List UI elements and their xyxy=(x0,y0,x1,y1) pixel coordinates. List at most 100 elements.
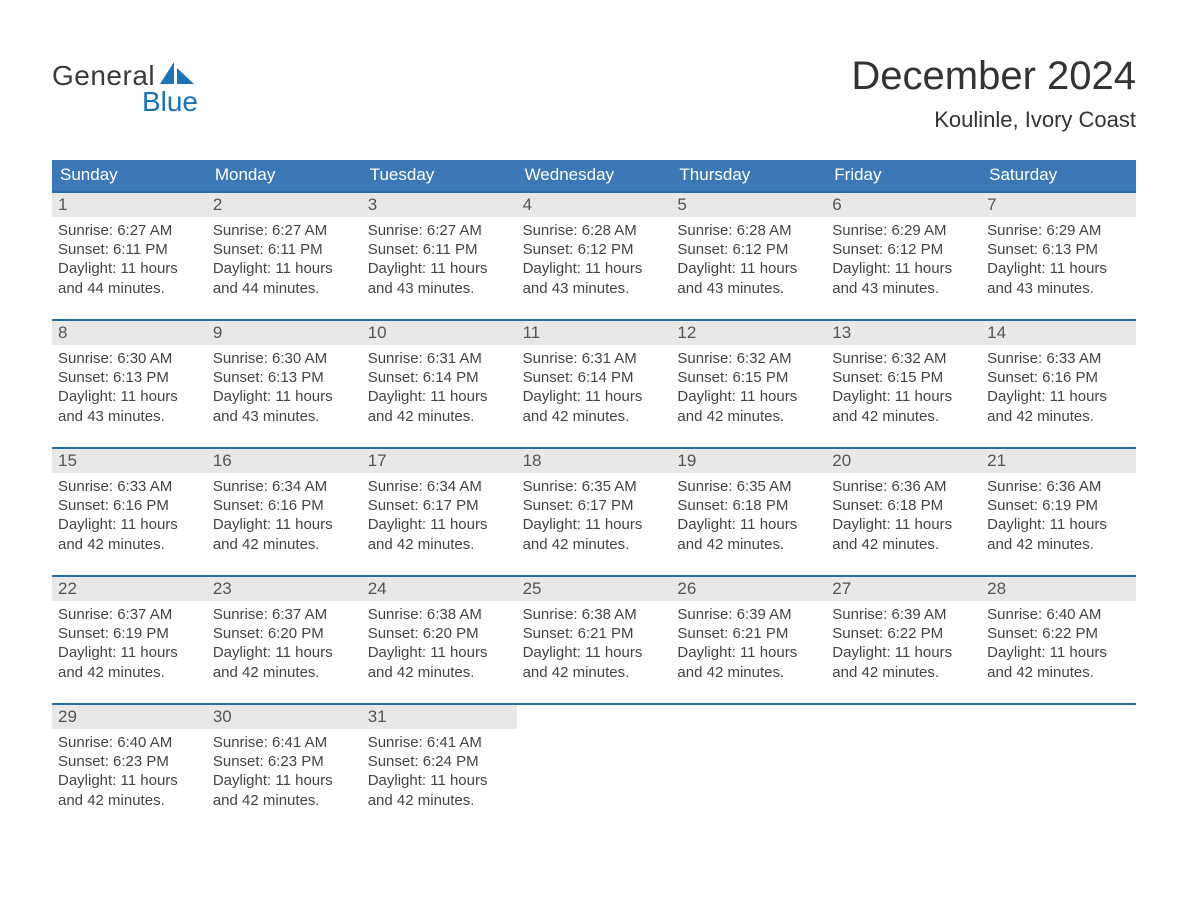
calendar-day: 19Sunrise: 6:35 AMSunset: 6:18 PMDayligh… xyxy=(671,449,826,575)
sunset-line: Sunset: 6:16 PM xyxy=(213,496,356,515)
day-number: 5 xyxy=(671,193,826,217)
day-number: 11 xyxy=(517,321,672,345)
calendar-day: 18Sunrise: 6:35 AMSunset: 6:17 PMDayligh… xyxy=(517,449,672,575)
sunset-line: Sunset: 6:15 PM xyxy=(677,368,820,387)
calendar-day: 20Sunrise: 6:36 AMSunset: 6:18 PMDayligh… xyxy=(826,449,981,575)
day-body: Sunrise: 6:33 AMSunset: 6:16 PMDaylight:… xyxy=(52,473,207,554)
calendar-day: 3Sunrise: 6:27 AMSunset: 6:11 PMDaylight… xyxy=(362,193,517,319)
sunrise-line: Sunrise: 6:27 AM xyxy=(213,221,356,240)
sunrise-line: Sunrise: 6:30 AM xyxy=(58,349,201,368)
sunset-line: Sunset: 6:15 PM xyxy=(832,368,975,387)
daylight-line: Daylight: 11 hours and 42 minutes. xyxy=(213,771,356,809)
daylight-line: Daylight: 11 hours and 43 minutes. xyxy=(832,259,975,297)
sunset-line: Sunset: 6:20 PM xyxy=(368,624,511,643)
calendar-day: 31Sunrise: 6:41 AMSunset: 6:24 PMDayligh… xyxy=(362,705,517,831)
calendar-grid: SundayMondayTuesdayWednesdayThursdayFrid… xyxy=(52,160,1136,831)
day-body: Sunrise: 6:39 AMSunset: 6:22 PMDaylight:… xyxy=(826,601,981,682)
sunrise-line: Sunrise: 6:34 AM xyxy=(368,477,511,496)
daylight-line: Daylight: 11 hours and 42 minutes. xyxy=(523,387,666,425)
day-number: 27 xyxy=(826,577,981,601)
day-body: Sunrise: 6:29 AMSunset: 6:12 PMDaylight:… xyxy=(826,217,981,298)
sunrise-line: Sunrise: 6:36 AM xyxy=(987,477,1130,496)
calendar-day: 6Sunrise: 6:29 AMSunset: 6:12 PMDaylight… xyxy=(826,193,981,319)
calendar-day: 5Sunrise: 6:28 AMSunset: 6:12 PMDaylight… xyxy=(671,193,826,319)
daylight-line: Daylight: 11 hours and 42 minutes. xyxy=(832,387,975,425)
daylight-line: Daylight: 11 hours and 42 minutes. xyxy=(368,771,511,809)
sunset-line: Sunset: 6:14 PM xyxy=(368,368,511,387)
calendar-day: 12Sunrise: 6:32 AMSunset: 6:15 PMDayligh… xyxy=(671,321,826,447)
calendar-day: 22Sunrise: 6:37 AMSunset: 6:19 PMDayligh… xyxy=(52,577,207,703)
day-body: Sunrise: 6:30 AMSunset: 6:13 PMDaylight:… xyxy=(52,345,207,426)
sunrise-line: Sunrise: 6:29 AM xyxy=(832,221,975,240)
day-body: Sunrise: 6:33 AMSunset: 6:16 PMDaylight:… xyxy=(981,345,1136,426)
day-number: 19 xyxy=(671,449,826,473)
brand-logo: General Blue xyxy=(52,60,232,118)
day-number: 25 xyxy=(517,577,672,601)
sunrise-line: Sunrise: 6:34 AM xyxy=(213,477,356,496)
day-of-week-header: SundayMondayTuesdayWednesdayThursdayFrid… xyxy=(52,160,1136,191)
day-body: Sunrise: 6:41 AMSunset: 6:23 PMDaylight:… xyxy=(207,729,362,810)
sunset-line: Sunset: 6:19 PM xyxy=(987,496,1130,515)
day-body: Sunrise: 6:40 AMSunset: 6:22 PMDaylight:… xyxy=(981,601,1136,682)
daylight-line: Daylight: 11 hours and 42 minutes. xyxy=(832,643,975,681)
calendar-day: 30Sunrise: 6:41 AMSunset: 6:23 PMDayligh… xyxy=(207,705,362,831)
calendar-day: 23Sunrise: 6:37 AMSunset: 6:20 PMDayligh… xyxy=(207,577,362,703)
day-number: 29 xyxy=(52,705,207,729)
daylight-line: Daylight: 11 hours and 42 minutes. xyxy=(368,643,511,681)
sunrise-line: Sunrise: 6:39 AM xyxy=(677,605,820,624)
sunrise-line: Sunrise: 6:28 AM xyxy=(677,221,820,240)
sunset-line: Sunset: 6:20 PM xyxy=(213,624,356,643)
sunset-line: Sunset: 6:16 PM xyxy=(987,368,1130,387)
day-number: 9 xyxy=(207,321,362,345)
day-number: 15 xyxy=(52,449,207,473)
day-number: 8 xyxy=(52,321,207,345)
sunrise-line: Sunrise: 6:35 AM xyxy=(523,477,666,496)
sunset-line: Sunset: 6:22 PM xyxy=(832,624,975,643)
calendar-week: 1Sunrise: 6:27 AMSunset: 6:11 PMDaylight… xyxy=(52,191,1136,319)
calendar-day: 28Sunrise: 6:40 AMSunset: 6:22 PMDayligh… xyxy=(981,577,1136,703)
day-number: 31 xyxy=(362,705,517,729)
day-body: Sunrise: 6:38 AMSunset: 6:20 PMDaylight:… xyxy=(362,601,517,682)
sunset-line: Sunset: 6:18 PM xyxy=(677,496,820,515)
sunrise-line: Sunrise: 6:32 AM xyxy=(832,349,975,368)
daylight-line: Daylight: 11 hours and 42 minutes. xyxy=(987,387,1130,425)
day-body: Sunrise: 6:31 AMSunset: 6:14 PMDaylight:… xyxy=(362,345,517,426)
daylight-line: Daylight: 11 hours and 43 minutes. xyxy=(213,387,356,425)
sunset-line: Sunset: 6:12 PM xyxy=(677,240,820,259)
daylight-line: Daylight: 11 hours and 43 minutes. xyxy=(368,259,511,297)
sunrise-line: Sunrise: 6:32 AM xyxy=(677,349,820,368)
day-number: 7 xyxy=(981,193,1136,217)
sunrise-line: Sunrise: 6:40 AM xyxy=(987,605,1130,624)
dow-cell: Sunday xyxy=(52,160,207,191)
daylight-line: Daylight: 11 hours and 42 minutes. xyxy=(368,387,511,425)
sunset-line: Sunset: 6:11 PM xyxy=(58,240,201,259)
sunrise-line: Sunrise: 6:39 AM xyxy=(832,605,975,624)
daylight-line: Daylight: 11 hours and 42 minutes. xyxy=(987,515,1130,553)
page: General Blue December 2024 Koulinle, Ivo… xyxy=(0,0,1188,918)
sunrise-line: Sunrise: 6:41 AM xyxy=(213,733,356,752)
calendar-day: 16Sunrise: 6:34 AMSunset: 6:16 PMDayligh… xyxy=(207,449,362,575)
day-number: 20 xyxy=(826,449,981,473)
day-number: 10 xyxy=(362,321,517,345)
sunrise-line: Sunrise: 6:33 AM xyxy=(987,349,1130,368)
daylight-line: Daylight: 11 hours and 42 minutes. xyxy=(987,643,1130,681)
day-body: Sunrise: 6:27 AMSunset: 6:11 PMDaylight:… xyxy=(362,217,517,298)
calendar-day: 14Sunrise: 6:33 AMSunset: 6:16 PMDayligh… xyxy=(981,321,1136,447)
day-body: Sunrise: 6:29 AMSunset: 6:13 PMDaylight:… xyxy=(981,217,1136,298)
day-body: Sunrise: 6:34 AMSunset: 6:16 PMDaylight:… xyxy=(207,473,362,554)
calendar-day: 10Sunrise: 6:31 AMSunset: 6:14 PMDayligh… xyxy=(362,321,517,447)
calendar-day: 8Sunrise: 6:30 AMSunset: 6:13 PMDaylight… xyxy=(52,321,207,447)
day-number: 3 xyxy=(362,193,517,217)
dow-cell: Wednesday xyxy=(517,160,672,191)
day-body: Sunrise: 6:27 AMSunset: 6:11 PMDaylight:… xyxy=(52,217,207,298)
sunrise-line: Sunrise: 6:33 AM xyxy=(58,477,201,496)
dow-cell: Monday xyxy=(207,160,362,191)
calendar-week: 22Sunrise: 6:37 AMSunset: 6:19 PMDayligh… xyxy=(52,575,1136,703)
calendar-day: 27Sunrise: 6:39 AMSunset: 6:22 PMDayligh… xyxy=(826,577,981,703)
sunrise-line: Sunrise: 6:30 AM xyxy=(213,349,356,368)
day-body: Sunrise: 6:36 AMSunset: 6:18 PMDaylight:… xyxy=(826,473,981,554)
sunset-line: Sunset: 6:22 PM xyxy=(987,624,1130,643)
day-number: 23 xyxy=(207,577,362,601)
day-number: 12 xyxy=(671,321,826,345)
daylight-line: Daylight: 11 hours and 42 minutes. xyxy=(523,643,666,681)
